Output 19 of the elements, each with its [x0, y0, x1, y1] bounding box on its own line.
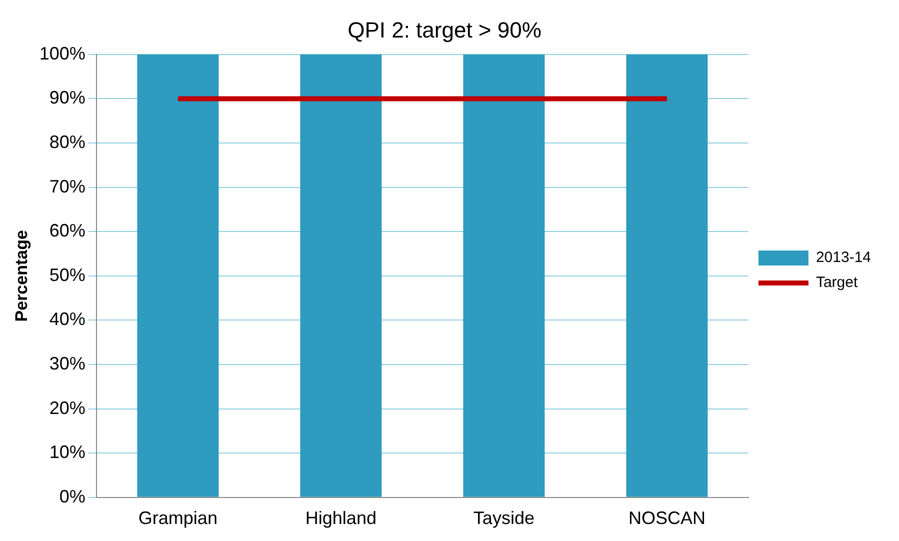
chart-title: QPI 2: target > 90% [348, 17, 542, 42]
y-tick-label: 20% [49, 398, 86, 418]
x-tick-label: Highland [305, 508, 376, 528]
y-tick-label: 10% [49, 442, 86, 462]
y-tick-label: 70% [49, 176, 86, 196]
legend-label: Target [816, 274, 858, 292]
y-tick-label: 80% [49, 132, 86, 152]
x-tick-label: NOSCAN [628, 508, 706, 528]
x-tick-label: Grampian [138, 508, 218, 528]
y-tick-label: 0% [59, 486, 86, 506]
y-tick-label: 90% [49, 88, 86, 108]
y-tick-label: 50% [49, 264, 86, 285]
x-tick-label: Tayside [473, 508, 534, 528]
y-axis-title: Percentage [12, 230, 31, 322]
y-tick-label: 40% [49, 309, 86, 330]
y-tick-label: 100% [39, 43, 86, 64]
y-tick-label: 60% [49, 220, 86, 241]
legend-label: 2013-14 [816, 249, 872, 266]
y-tick-label: 30% [49, 353, 86, 374]
